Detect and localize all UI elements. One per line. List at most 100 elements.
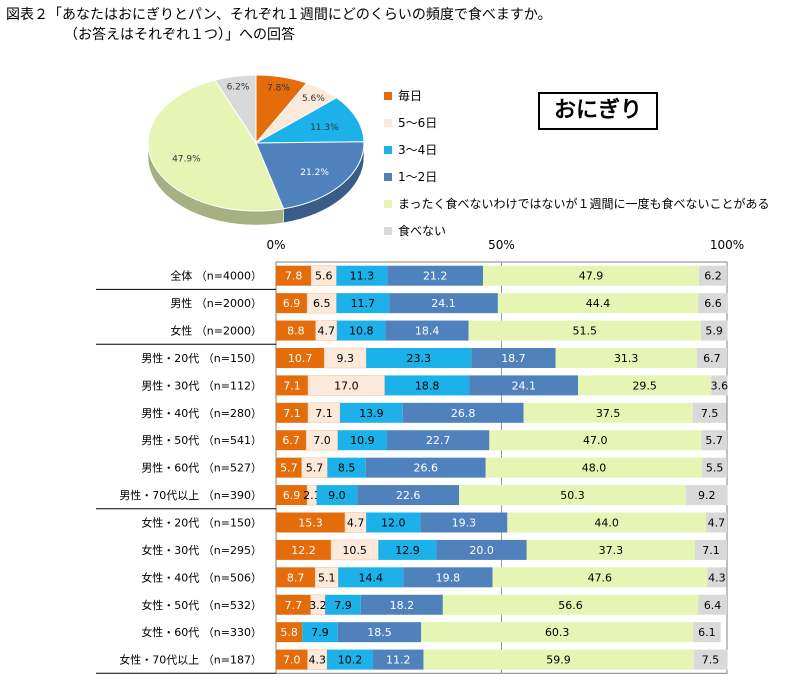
bar-value-label: 4.7 — [708, 516, 726, 529]
bar-value-label: 7.1 — [702, 544, 720, 557]
bar-segment — [385, 320, 469, 341]
axis-tick-label: 0% — [266, 238, 285, 252]
bar-segment — [276, 567, 316, 588]
bar-segment — [483, 265, 700, 286]
bar-segment — [387, 265, 484, 286]
legend-swatch — [384, 226, 392, 235]
bar-segment — [276, 320, 316, 341]
bar-value-label: 23.3 — [406, 352, 431, 365]
bar-segment — [389, 293, 498, 314]
bar-segment — [316, 485, 358, 506]
bar-segment — [276, 594, 311, 615]
bar-value-label: 18.8 — [415, 379, 440, 392]
bar-value-label: 6.9 — [283, 297, 301, 310]
bar-value-label: 5.6 — [315, 270, 333, 283]
bar-segment — [705, 512, 727, 533]
bar-value-label: 8.7 — [287, 571, 305, 584]
legend-swatch — [384, 172, 392, 181]
category-label: 女性・50代 （n=532） — [141, 598, 262, 612]
bar-value-label: 5.9 — [705, 325, 723, 338]
category-label: 男性・20代 （n=150） — [141, 351, 262, 365]
bar-segment — [489, 430, 702, 451]
bar-value-label: 26.8 — [451, 407, 476, 420]
bar-value-label: 7.0 — [283, 654, 301, 667]
bar-segment — [366, 512, 421, 533]
bar-segment — [327, 457, 366, 478]
bar-segment — [701, 430, 727, 451]
bar-segment — [276, 375, 309, 396]
bar-value-label: 37.5 — [596, 407, 621, 420]
bar-value-label: 31.3 — [614, 352, 639, 365]
bar-value-label: 10.8 — [349, 325, 374, 338]
bar-value-label: 6.7 — [703, 352, 721, 365]
bar-segment — [276, 457, 302, 478]
bar-segment — [336, 265, 388, 286]
bar-value-label: 11.2 — [386, 654, 411, 667]
bar-segment — [276, 347, 325, 368]
bar-value-label: 8.5 — [338, 462, 356, 475]
bar-value-label: 44.0 — [594, 516, 619, 529]
bar-segment — [700, 320, 728, 341]
bar-segment — [307, 375, 385, 396]
bar-segment — [423, 649, 694, 670]
bar-value-label: 10.9 — [350, 434, 375, 447]
category-label: 女性・30代 （n=295） — [141, 543, 262, 557]
bar-segment — [420, 512, 508, 533]
bar-segment — [694, 539, 727, 560]
bar-segment — [497, 293, 699, 314]
bar-value-label: 19.3 — [452, 516, 477, 529]
bar-value-label: 22.7 — [426, 434, 451, 447]
bar-value-label: 7.9 — [334, 599, 352, 612]
bar-segment — [555, 347, 697, 368]
bar-segment — [696, 347, 727, 368]
category-label: 男性・50代 （n=541） — [141, 433, 262, 447]
bar-segment — [711, 375, 728, 396]
bar-segment — [702, 457, 727, 478]
bar-value-label: 11.7 — [351, 297, 376, 310]
legend-swatch — [384, 199, 392, 208]
bar-segment — [707, 567, 727, 588]
legend-swatch — [384, 91, 392, 100]
bar-value-label: 12.2 — [291, 544, 316, 557]
bar-value-label: 14.4 — [358, 571, 383, 584]
pie-value-label: 5.6% — [302, 94, 325, 104]
bar-value-label: 6.4 — [704, 599, 722, 612]
bar-value-label: 51.5 — [572, 325, 597, 338]
bar-segment — [357, 485, 460, 506]
pie-value-label: 11.3% — [310, 123, 339, 133]
bar-segment — [344, 512, 367, 533]
figure-title-line-2: （お答えはそれぞれ１つ）」への回答 — [64, 27, 295, 43]
pie-slice — [255, 141, 365, 210]
bar-value-label: 10.5 — [342, 544, 367, 557]
bar-value-label: 13.9 — [359, 407, 384, 420]
bar-segment — [492, 567, 708, 588]
bar-value-label: 8.8 — [287, 325, 305, 338]
bar-value-label: 20.0 — [469, 544, 494, 557]
bar-value-label: 6.6 — [704, 297, 722, 310]
bar-value-label: 6.2 — [704, 270, 722, 283]
bar-segment — [340, 402, 403, 423]
bar-segment — [692, 402, 727, 423]
legend-label: 3～4日 — [398, 143, 438, 157]
bar-value-label: 7.5 — [701, 407, 719, 420]
bar-segment — [276, 512, 346, 533]
legend-label: 食べない — [398, 224, 447, 238]
pie-slice — [147, 79, 285, 212]
bar-segment — [685, 485, 728, 506]
bar-segment — [276, 430, 307, 451]
bar-segment — [366, 347, 472, 368]
topic-badge: おにぎり — [538, 92, 658, 130]
pie-value-label: 47.9% — [172, 155, 201, 165]
bar-segment — [360, 594, 443, 615]
bar-value-label: 60.3 — [545, 626, 570, 639]
bar-segment — [337, 622, 422, 643]
legend-item: 食べない — [384, 217, 770, 244]
bar-value-label: 3.2 — [309, 599, 327, 612]
bar-value-label: 5.7 — [705, 434, 723, 447]
bar-value-label: 56.6 — [558, 599, 583, 612]
bar-segment — [276, 265, 312, 286]
pie-value-label: 7.8% — [267, 83, 290, 93]
bar-value-label: 7.8 — [285, 270, 303, 283]
bar-segment — [276, 539, 332, 560]
